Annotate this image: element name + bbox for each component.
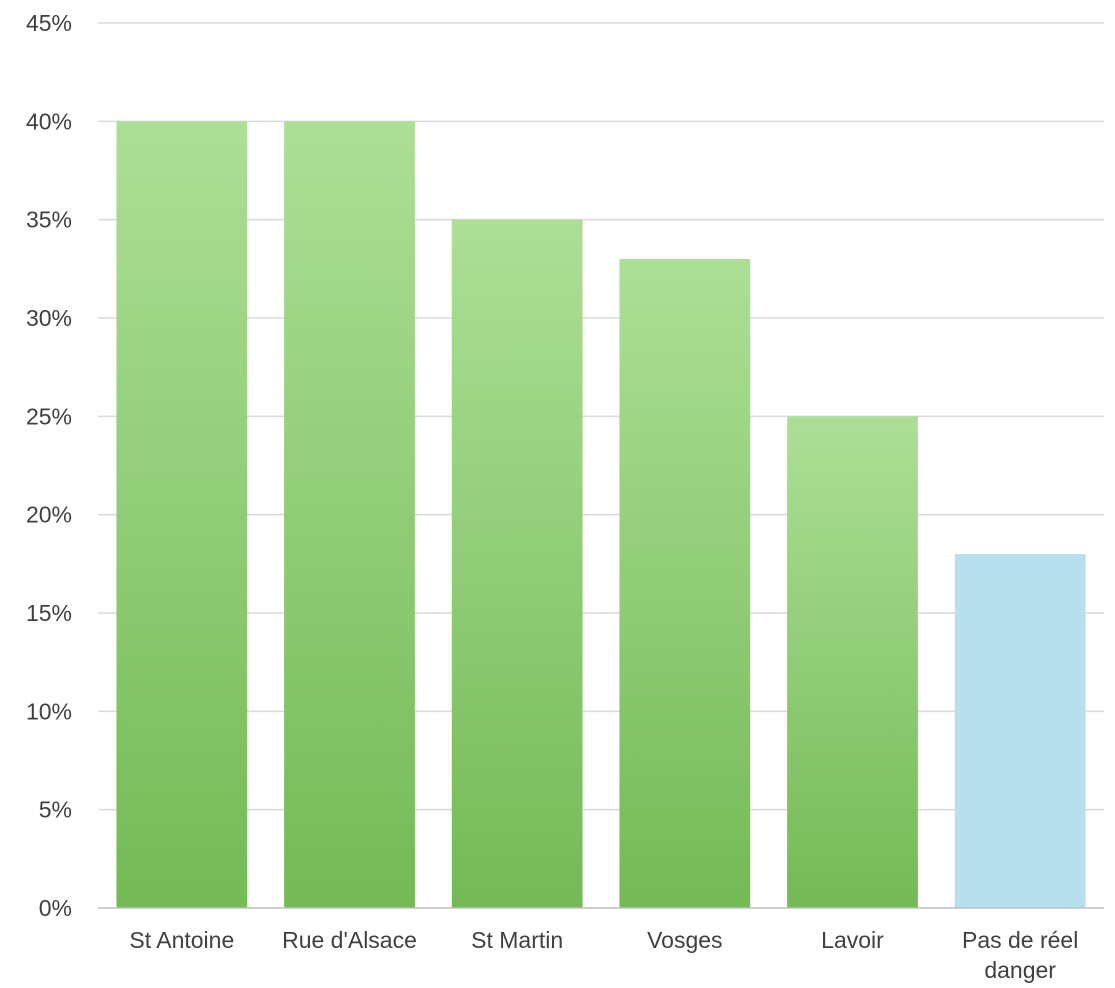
x-axis-category-labels: St Antoine Rue d'Alsace St Martin Vosges Lav… [129,927,1078,983]
y-tick-label: 30% [26,305,72,331]
y-tick-label: 5% [39,797,72,823]
bars [116,121,1086,909]
x-category-label: Lavoir [821,927,884,953]
y-tick-label: 15% [26,600,72,626]
y-tick-label: 0% [39,895,72,921]
bar [954,554,1086,908]
y-tick-label: 20% [26,502,72,528]
bar [284,121,415,909]
x-category-label: St Martin [471,927,563,953]
y-tick-label: 35% [26,207,72,233]
y-axis-tick-labels: 0% 5% 10% 15% 20% 25% 30% 35% 40% 45% [26,10,72,921]
x-category-label: Pas de réel danger [962,927,1078,983]
y-tick-label: 25% [26,403,72,429]
x-category-label: Vosges [647,927,722,953]
bar [619,259,751,908]
gridlines [98,22,1104,811]
bar [787,416,918,908]
y-tick-label: 10% [26,698,72,724]
y-tick-label: 40% [26,108,72,134]
y-tick-label: 45% [26,10,72,36]
x-category-label: St Antoine [129,927,234,953]
bar [116,121,248,909]
x-category-label: Rue d'Alsace [282,927,417,953]
bar [451,219,583,908]
